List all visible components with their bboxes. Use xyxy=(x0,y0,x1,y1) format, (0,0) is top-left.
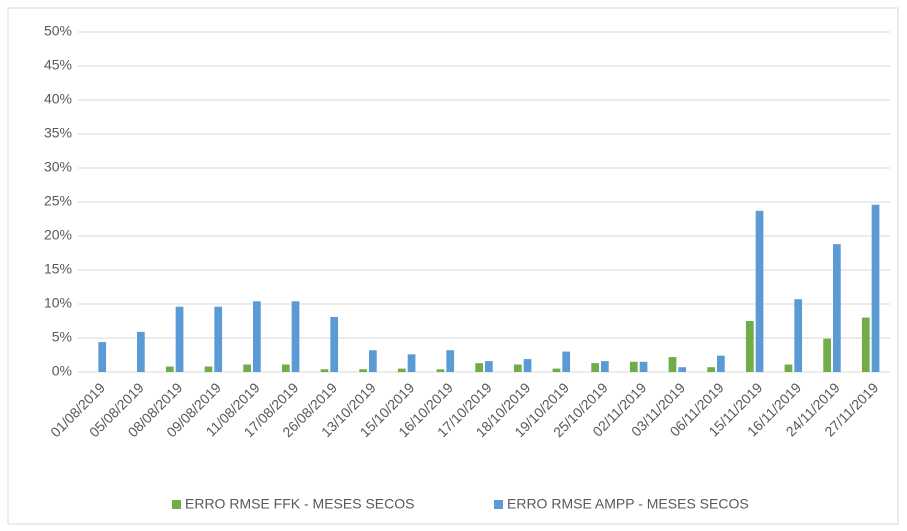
y-tick-label: 40% xyxy=(44,91,72,107)
y-tick-label: 0% xyxy=(52,363,72,379)
legend-swatch xyxy=(494,500,503,509)
legend-label: ERRO RMSE FFK - MESES SECOS xyxy=(185,496,414,512)
y-tick-label: 5% xyxy=(52,329,72,345)
chart-border xyxy=(7,7,899,525)
bar xyxy=(243,364,251,372)
bar xyxy=(861,317,870,372)
bar xyxy=(291,301,300,372)
bar xyxy=(794,299,803,372)
bar xyxy=(745,321,754,372)
bar xyxy=(137,331,145,372)
bar xyxy=(668,357,677,372)
bar xyxy=(436,369,445,372)
y-tick-label: 10% xyxy=(44,295,72,311)
bar xyxy=(369,350,377,372)
bar xyxy=(717,355,725,372)
bar xyxy=(253,301,261,372)
bar xyxy=(871,204,880,372)
bar xyxy=(281,364,290,372)
bar xyxy=(475,363,483,372)
y-tick-label: 25% xyxy=(44,193,72,209)
bar xyxy=(175,306,184,372)
bar xyxy=(485,361,493,372)
bar xyxy=(513,364,522,372)
bar xyxy=(755,210,764,372)
bar xyxy=(359,369,367,372)
y-tick-label: 45% xyxy=(44,57,72,73)
y-tick-label: 30% xyxy=(44,159,72,175)
bar xyxy=(833,244,841,372)
bar xyxy=(552,368,561,372)
bar xyxy=(601,361,609,372)
bar xyxy=(784,364,793,372)
bar xyxy=(397,368,406,372)
bar xyxy=(407,354,416,372)
y-tick-label: 35% xyxy=(44,125,72,141)
bar xyxy=(98,342,107,372)
y-tick-label: 20% xyxy=(44,227,72,243)
legend-swatch xyxy=(172,500,181,509)
bar xyxy=(165,366,174,372)
bar xyxy=(562,351,571,372)
bar xyxy=(446,350,455,372)
bar xyxy=(204,366,213,372)
bar xyxy=(629,361,638,372)
y-tick-label: 15% xyxy=(44,261,72,277)
bar xyxy=(591,363,599,372)
y-tick-label: 50% xyxy=(44,23,72,39)
bar xyxy=(823,338,831,372)
bar xyxy=(678,367,687,372)
bar xyxy=(707,367,715,372)
bar xyxy=(523,359,532,372)
bar xyxy=(639,361,648,372)
bar xyxy=(214,306,223,372)
bar xyxy=(320,369,329,372)
legend-label: ERRO RMSE AMPP - MESES SECOS xyxy=(507,496,749,512)
bar xyxy=(330,316,339,372)
